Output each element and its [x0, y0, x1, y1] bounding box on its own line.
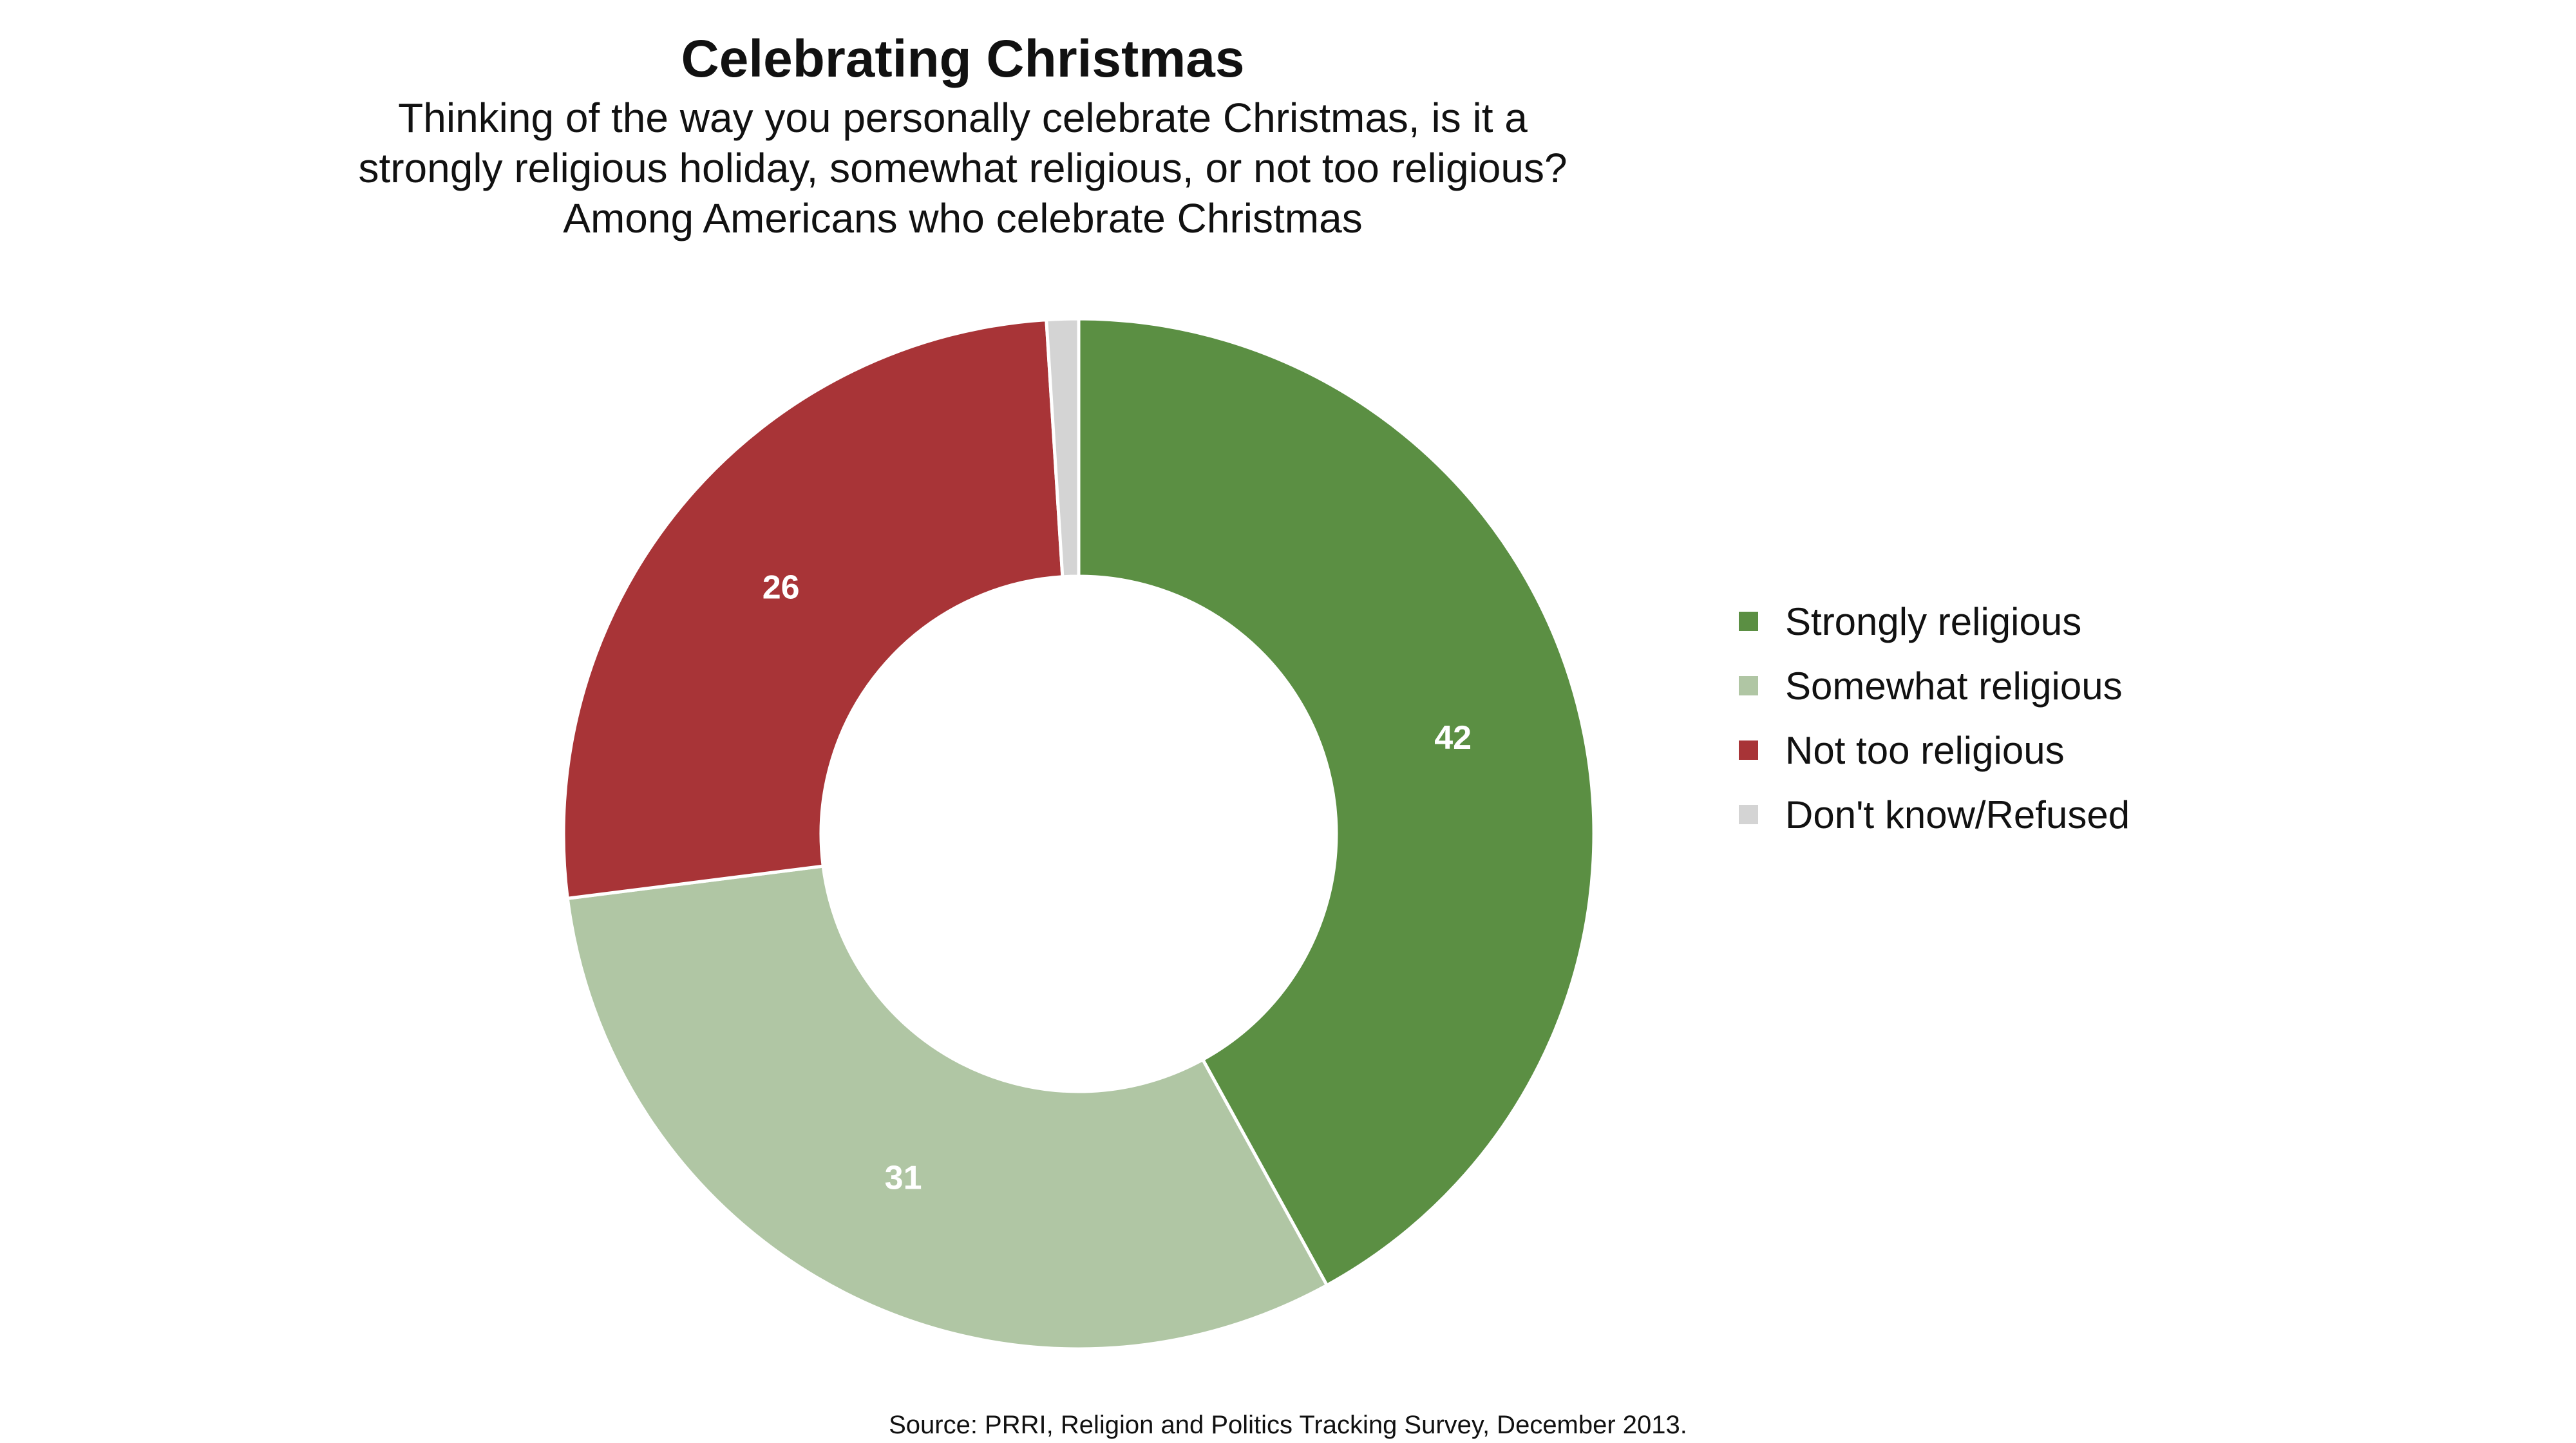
legend-label-dont-know-refused: Don't know/Refused [1785, 793, 2130, 836]
chart-title: Celebrating Christmas [681, 30, 1245, 88]
source-note: Source: PRRI, Religion and Politics Trac… [889, 1411, 1687, 1439]
data-label-strongly-religious: 42 [1434, 719, 1472, 757]
subtitle-line-3: Among Americans who celebrate Christmas [563, 195, 1363, 241]
legend-item-not-too-religious: Not too religious [1739, 702, 2130, 798]
subtitle-line-1: Thinking of the way you personally celeb… [398, 95, 1528, 141]
subtitle-line-2: strongly religious holiday, somewhat rel… [358, 145, 1567, 191]
donut-slice-not-too-religious [562, 317, 1065, 901]
donut-slice-strongly-religious [1077, 317, 1596, 1288]
chart-subtitle: Thinking of the way you personally celeb… [0, 93, 1926, 243]
legend-swatch-dont-know-refused [1739, 805, 1758, 824]
data-label-not-too-religious: 26 [762, 569, 800, 607]
legend-label-not-too-religious: Not too religious [1785, 728, 2065, 772]
donut-slice-somewhat-religious [565, 864, 1329, 1351]
legend-label-strongly-religious: Strongly religious [1785, 599, 2082, 643]
donut-slices [562, 317, 1596, 1351]
legend: Strongly religious Somewhat religious No… [1739, 573, 2130, 863]
legend-swatch-strongly-religious [1739, 612, 1758, 631]
legend-item-strongly-religious: Strongly religious [1739, 573, 2130, 670]
data-label-somewhat-religious: 31 [885, 1160, 922, 1197]
legend-label-somewhat-religious: Somewhat religious [1785, 664, 2123, 708]
legend-swatch-somewhat-religious [1739, 676, 1758, 695]
legend-swatch-not-too-religious [1739, 740, 1758, 760]
legend-item-dont-know-refused: Don't know/Refused [1739, 766, 2130, 863]
donut-slice-don-t-know-refused [1045, 317, 1081, 579]
legend-item-somewhat-religious: Somewhat religious [1739, 637, 2130, 734]
donut-data-labels: 42 31 26 [762, 569, 1472, 1197]
